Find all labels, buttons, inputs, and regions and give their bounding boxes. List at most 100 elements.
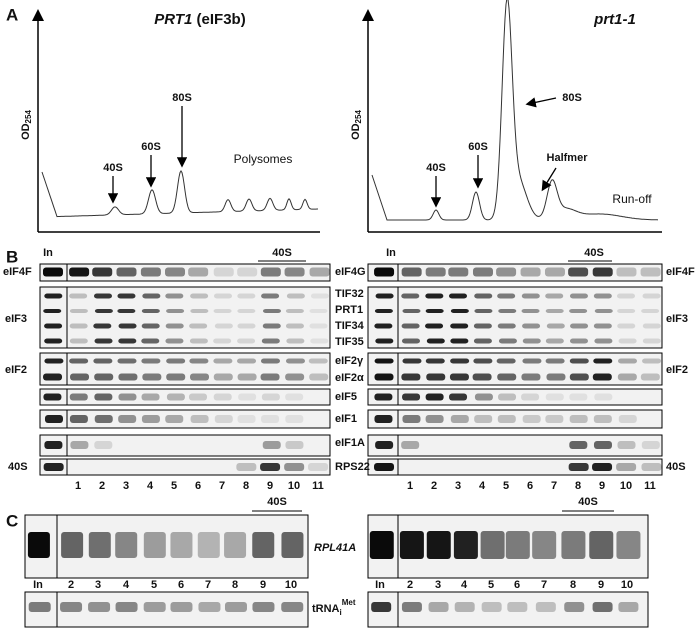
band [170, 532, 193, 558]
blot [39, 409, 331, 429]
band [189, 373, 209, 381]
lane-number: 3 [455, 480, 461, 492]
band [374, 323, 393, 329]
band [426, 531, 451, 559]
band [141, 323, 160, 329]
protein-label: TIF32 [335, 288, 364, 300]
peak-label: 60S [468, 141, 488, 153]
lane-number: 10 [620, 480, 632, 492]
blot [39, 352, 331, 386]
band [522, 338, 541, 344]
peak-label: 80S [562, 92, 582, 104]
band [642, 323, 661, 329]
band [617, 373, 637, 381]
band [498, 309, 517, 313]
group-label: eIF3 [666, 313, 688, 325]
band [505, 531, 530, 559]
band [237, 267, 258, 277]
blot [367, 458, 663, 476]
protein-label: eIF4G [335, 266, 366, 278]
band [94, 415, 113, 423]
lane-number: 9 [599, 480, 605, 492]
band [592, 373, 612, 381]
band [545, 338, 564, 344]
band [618, 338, 637, 344]
lane-number: 9 [267, 480, 273, 492]
band [213, 393, 232, 401]
band [140, 267, 161, 277]
band [44, 338, 63, 344]
protein-label: eIF1 [335, 413, 357, 425]
band [592, 267, 613, 277]
lane-number: 11 [312, 480, 324, 492]
arrow [541, 167, 557, 192]
lane-label: 6 [514, 579, 520, 591]
band [141, 338, 160, 344]
lane-number: 3 [123, 480, 129, 492]
band [69, 338, 88, 344]
band [118, 415, 137, 423]
band [401, 338, 420, 344]
band [473, 338, 492, 344]
band [252, 532, 275, 558]
band [285, 358, 305, 364]
peak-label: 60S [141, 141, 161, 153]
band [116, 267, 137, 277]
group-label: eIF3 [5, 313, 27, 325]
band [642, 358, 662, 364]
band [309, 267, 330, 277]
band [454, 602, 475, 612]
band [44, 323, 63, 329]
band [308, 358, 328, 364]
band [190, 415, 209, 423]
band [498, 393, 517, 401]
band [594, 338, 613, 344]
band [94, 373, 114, 381]
band [569, 293, 588, 299]
band [507, 602, 528, 612]
band [374, 463, 395, 471]
blot [367, 434, 663, 457]
band [260, 463, 281, 471]
band [115, 602, 138, 612]
band [616, 267, 637, 277]
band [61, 532, 84, 558]
band [374, 358, 394, 364]
lane-number: 5 [503, 480, 509, 492]
band [399, 531, 424, 559]
band [166, 393, 185, 401]
band [545, 309, 564, 313]
lane-label: 9 [260, 579, 266, 591]
lane-label: 5 [151, 579, 157, 591]
band [497, 415, 516, 423]
band [166, 373, 186, 381]
band [520, 267, 541, 277]
band [474, 309, 493, 313]
band [617, 293, 636, 299]
band [593, 293, 612, 299]
band [617, 441, 636, 449]
band [237, 323, 256, 329]
lane-number: 11 [644, 480, 656, 492]
band [44, 415, 63, 423]
band [88, 532, 111, 558]
band [261, 293, 280, 299]
band [498, 338, 517, 344]
lane-label: In [33, 579, 43, 591]
band [69, 415, 88, 423]
fraction-label: 40S [584, 247, 604, 259]
band [286, 293, 305, 299]
band [165, 293, 184, 299]
band [69, 293, 88, 299]
band [42, 267, 63, 277]
band [450, 415, 469, 423]
lane-number: 8 [243, 480, 249, 492]
lane-label: In [375, 579, 385, 591]
band [521, 373, 541, 381]
band [401, 441, 420, 449]
band [189, 338, 208, 344]
band [262, 441, 281, 449]
band [165, 338, 184, 344]
band [374, 267, 395, 277]
band [593, 441, 612, 449]
